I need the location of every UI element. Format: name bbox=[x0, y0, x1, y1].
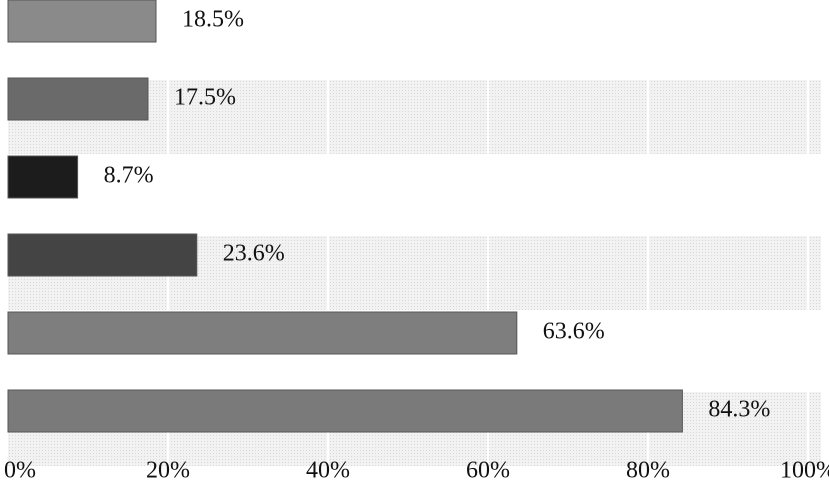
x-tick-label: 20% bbox=[146, 458, 190, 484]
x-tick-label: 100% bbox=[780, 458, 829, 484]
bar bbox=[7, 155, 79, 199]
bars: 18.5% 17.5% 8.7% 23.6% 63.6% 84.3% bbox=[7, 0, 770, 433]
value-label: 23.6% bbox=[223, 241, 285, 267]
bar bbox=[7, 311, 518, 355]
value-label: 63.6% bbox=[543, 319, 605, 345]
bar bbox=[7, 0, 157, 43]
x-tick-label: 40% bbox=[306, 458, 350, 484]
x-tick-label: 0% bbox=[4, 458, 36, 484]
value-label: 18.5% bbox=[182, 7, 244, 33]
x-tick-label: 60% bbox=[466, 458, 510, 484]
x-tick-label: 80% bbox=[626, 458, 670, 484]
value-label: 84.3% bbox=[708, 397, 770, 423]
bar bbox=[7, 77, 149, 121]
value-label: 17.5% bbox=[174, 85, 236, 111]
bar bbox=[7, 389, 683, 433]
bar bbox=[7, 233, 198, 277]
value-label: 8.7% bbox=[104, 163, 154, 189]
